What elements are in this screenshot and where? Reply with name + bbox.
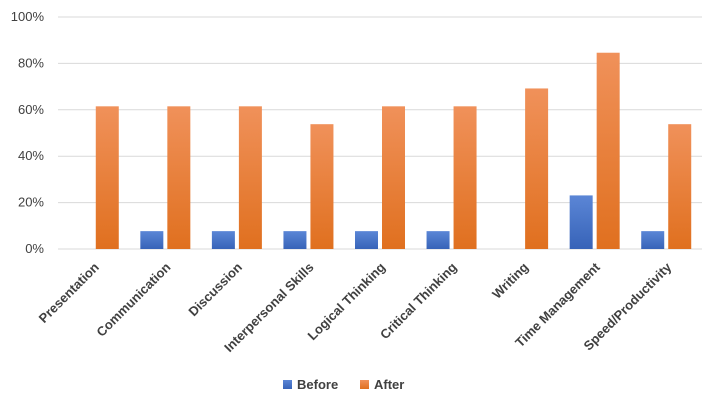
bar-after-5 bbox=[453, 106, 477, 249]
bar-before-2 bbox=[211, 231, 235, 249]
y-tick-label: 0% bbox=[25, 241, 44, 256]
y-tick-label: 40% bbox=[18, 148, 44, 163]
x-tick-label: Critical Thinking bbox=[377, 259, 460, 342]
x-tick-label: Writing bbox=[489, 259, 531, 301]
bar-before-8 bbox=[641, 231, 665, 249]
y-tick-label: 100% bbox=[11, 9, 45, 24]
x-tick-label: Discussion bbox=[185, 259, 245, 319]
y-tick-label: 80% bbox=[18, 55, 44, 70]
bar-before-7 bbox=[569, 195, 593, 249]
bar-after-6 bbox=[525, 88, 549, 250]
legend-swatch-before bbox=[283, 380, 292, 389]
x-tick-label: Logical Thinking bbox=[304, 259, 388, 343]
bar-before-3 bbox=[283, 231, 307, 249]
bar-after-8 bbox=[668, 124, 692, 249]
x-tick-label: Presentation bbox=[36, 259, 102, 325]
y-axis-ticks: 0% 20% 40% 60% 80% 100% bbox=[11, 9, 45, 256]
y-tick-label: 20% bbox=[18, 195, 44, 210]
x-tick-label: Communication bbox=[93, 259, 173, 339]
bar-before-5 bbox=[426, 231, 450, 249]
bar-after-3 bbox=[310, 124, 334, 249]
legend-label-after: After bbox=[374, 377, 404, 392]
bar-after-1 bbox=[167, 106, 191, 249]
bar-before-1 bbox=[140, 231, 164, 249]
legend-swatch-after bbox=[360, 380, 369, 389]
y-tick-label: 60% bbox=[18, 102, 44, 117]
legend: Before After bbox=[283, 377, 404, 392]
bar-after-4 bbox=[382, 106, 405, 249]
bar-after-2 bbox=[238, 106, 262, 249]
bar-after-0 bbox=[95, 106, 119, 249]
bars bbox=[95, 52, 692, 250]
legend-label-before: Before bbox=[297, 377, 338, 392]
bar-after-7 bbox=[596, 52, 620, 250]
gridlines bbox=[58, 16, 702, 250]
bar-before-4 bbox=[355, 231, 378, 249]
